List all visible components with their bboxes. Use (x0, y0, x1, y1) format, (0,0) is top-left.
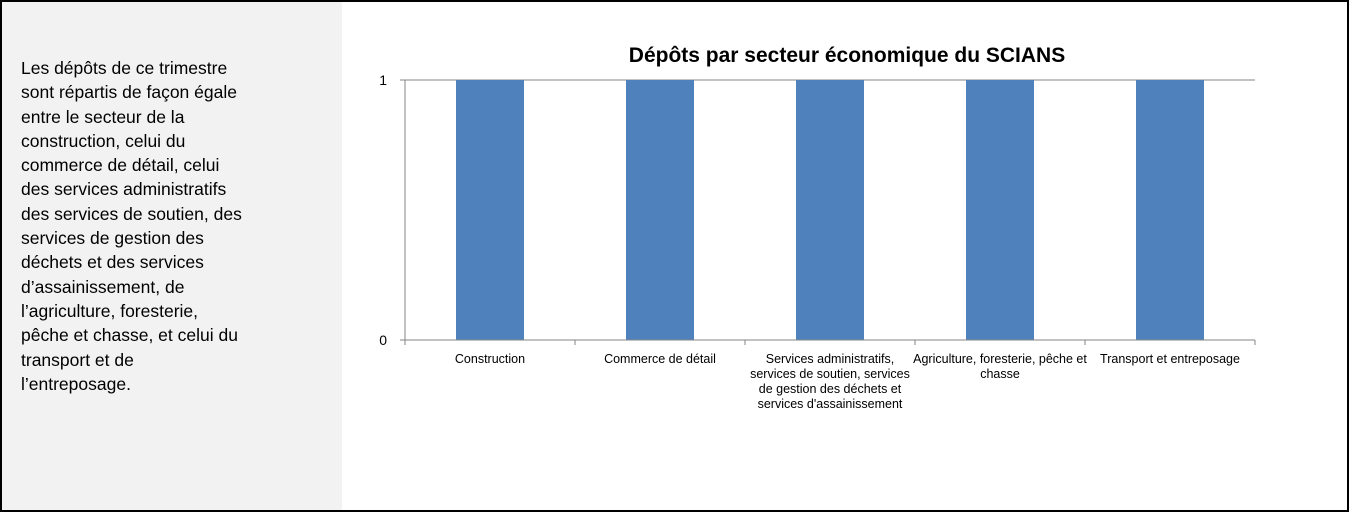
sidebar-line: services de gestion des (21, 228, 204, 249)
sidebar-line: commerce de détail, celui (21, 155, 220, 176)
sidebar-line: des services de soutien, des (21, 203, 242, 224)
y-tick-label: 0 (379, 332, 387, 348)
y-tick-label: 1 (379, 72, 387, 88)
sidebar-line: des services administratifs (21, 179, 227, 200)
sidebar-line: entre le secteur de la (21, 106, 185, 127)
sidebar-line: Les dépôts de ce trimestre (21, 58, 228, 78)
x-tick-label: Agriculture, foresterie, pêche et chasse (913, 352, 1087, 381)
sidebar-line: l’entreposage. (21, 373, 131, 394)
x-tick-label: Services administratifs, services de sou… (750, 352, 910, 411)
sidebar-line: d’assainissement, de (21, 276, 185, 297)
bar (456, 80, 524, 340)
chart-title: Dépôts par secteur économique du SCIANS (629, 44, 1065, 67)
bar (796, 80, 864, 340)
x-tick-label: Commerce de détail (604, 352, 716, 366)
sidebar-line: pêche et chasse, et celui du (21, 325, 238, 346)
x-tick-label: Transport et entreposage (1100, 352, 1240, 366)
sidebar-line: l’agriculture, foresterie, (21, 300, 199, 321)
bar (626, 80, 694, 340)
sidebar-line: construction, celui du (21, 130, 186, 151)
sidebar-line: sont répartis de façon égale (21, 82, 237, 103)
sidebar-line: déchets et des services (21, 252, 204, 273)
sidebar-line: transport et de (21, 349, 134, 370)
x-tick-label: Construction (454, 352, 526, 366)
bar (966, 80, 1034, 340)
bar (1136, 80, 1204, 340)
sidebar: Les dépôts de ce trimestre sont répartis … (2, 2, 342, 510)
sidebar-text: Les dépôts de ce trimestre sont répartis … (21, 56, 242, 396)
